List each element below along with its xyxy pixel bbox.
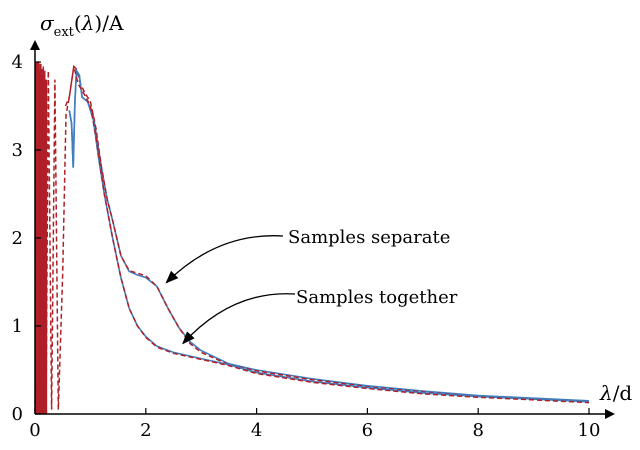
y-tick-label: 3	[12, 140, 23, 161]
series-solid-line	[68, 68, 590, 403]
y-tick-label: 0	[12, 404, 23, 425]
series-dashed-line	[34, 61, 590, 413]
annotation-layer: Samples separate Samples together	[165, 227, 458, 345]
y-tick-label: 2	[12, 228, 23, 249]
y-tick-label: 1	[12, 316, 23, 337]
series-dashed-line	[64, 64, 590, 403]
x-tick-label: 10	[578, 420, 601, 441]
x-axis-title: λ/d	[599, 381, 632, 405]
series-layer	[34, 61, 590, 413]
annotation-label: Samples together	[296, 287, 458, 308]
tick-layer: 0 2 4 6 8 10 0 1 2 3 4	[12, 52, 601, 441]
y-tick-label: 4	[12, 52, 23, 73]
x-tick-label: 6	[362, 420, 373, 441]
x-tick-label: 8	[472, 420, 483, 441]
x-axis-arrow-icon	[605, 409, 615, 419]
x-tick-label: 4	[251, 420, 262, 441]
annotation-arrow	[182, 293, 296, 345]
x-tick-label: 2	[140, 420, 151, 441]
y-axis-arrow-icon	[30, 40, 40, 50]
x-tick-label: 0	[29, 420, 40, 441]
annotation-label: Samples separate	[288, 227, 450, 248]
y-axis-title: σext(λ)/A	[40, 11, 124, 40]
annotation-arrow	[165, 235, 284, 284]
